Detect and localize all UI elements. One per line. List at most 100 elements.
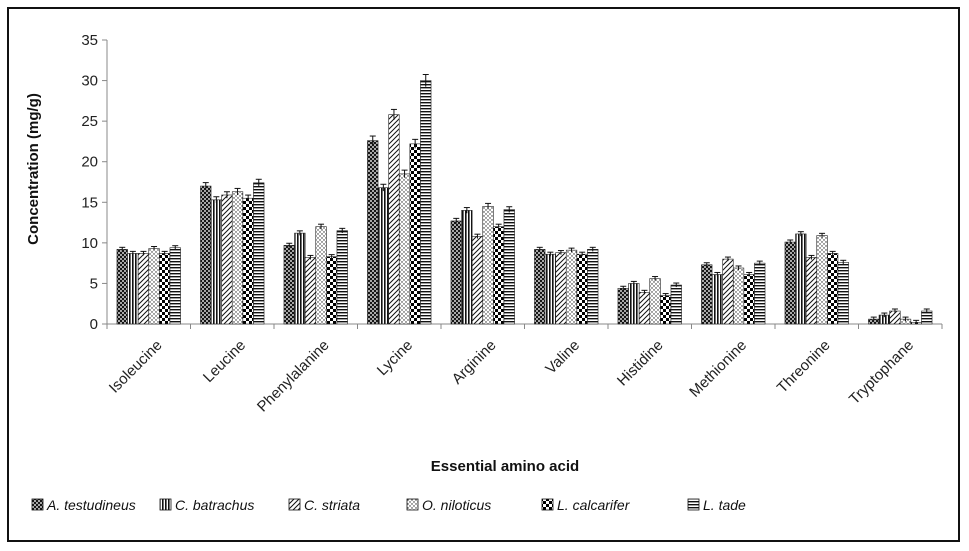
error-bar [318,223,325,230]
x-tick-label-lycine: Lycine [374,337,416,379]
error-bar [557,250,564,255]
bar-threonine-1 [795,233,807,325]
bar-valine-1 [544,253,556,325]
x-tick-label-leucine: Leucine [200,337,249,386]
legend-swatch [687,498,700,511]
bar-threonine-2 [805,257,818,325]
error-bar [652,276,659,281]
error-bar [589,246,596,252]
error-bar [213,196,220,203]
bar-isoleucine-3 [148,248,160,325]
legend-swatch [288,498,301,511]
error-bar [161,250,168,256]
error-bar [735,265,742,271]
error-bar [829,250,836,256]
error-bar [307,254,314,260]
x-tick-label-arginine: Arginine [449,337,500,388]
y-tick-label: 35 [81,32,98,49]
bar-phenylalanine-0 [283,244,295,325]
legend-label: L. calcarifer [557,497,631,513]
error-bar [369,135,376,146]
error-bar [819,232,826,238]
bar-valine-4 [576,253,588,325]
error-bar [536,246,543,252]
legend-label: C. striata [304,497,360,513]
x-tick-label-threonine: Threonine [774,337,834,397]
bar-methionine-1 [711,274,723,325]
legend-swatch [159,498,172,511]
y-tick-label: 20 [81,154,98,171]
error-bar [913,319,920,325]
chart: 0 5 10 15 20 25 30 35 Isoleucine Leucine Phenylal… [25,32,943,513]
bar-valine-5 [587,249,599,325]
bar-threonine-3 [816,235,828,325]
bar-phenylalanine-2 [304,257,317,325]
error-bar [641,289,648,295]
bar-isoleucine-2 [137,253,150,325]
bar-threonine-5 [837,262,849,325]
bar-threonine-0 [784,241,796,325]
error-bar [630,280,637,286]
legend-item: C. batrachus [159,497,254,513]
legend-swatch [406,498,419,511]
x-tick-label-isoleucine: Isoleucine [106,337,166,397]
x-tick-label-methionine: Methionine [686,337,750,401]
error-bar [474,233,481,239]
y-tick-label: 15 [81,194,98,211]
legend-item: L. tade [687,497,746,513]
bar-histidine-4 [660,295,672,325]
error-bar [923,308,930,314]
error-bar [881,312,888,318]
bar-lycine-3 [398,173,411,325]
bar-arginine-3 [482,206,494,325]
error-bar [662,293,669,298]
legend-label: A. testudineus [46,497,136,513]
legend-label: L. tade [703,497,746,513]
error-bar [151,246,158,251]
x-tick-label-phenylalanine: Phenylalanine [254,337,333,416]
error-bar [673,282,680,288]
bar-leucine-4 [242,197,254,325]
bar-phenylalanine-5 [336,230,348,325]
bar-arginine-2 [471,236,484,325]
error-bar [797,231,804,237]
legend-label: C. batrachus [175,497,254,513]
error-bar [339,227,346,234]
error-bar [223,191,230,199]
bar-isoleucine-1 [127,253,139,325]
bar-leucine-5 [253,182,265,325]
y-tick-label: 5 [90,275,98,292]
legend-swatch [31,498,44,511]
x-tick-label-histidine: Histidine [614,337,667,390]
bar-leucine-2 [221,194,233,325]
legend: A. testudineus C. batrachus C. striata O. n… [31,497,746,513]
error-bar [579,251,586,257]
bar-leucine-3 [231,191,244,325]
bar-phenylalanine-3 [315,226,327,325]
bar-valine-0 [534,249,546,325]
bar-leucine-0 [200,185,212,325]
error-bar [453,217,460,224]
y-axis: 0 5 10 15 20 25 30 35 [81,32,108,333]
error-bar [756,260,763,266]
bar-valine-3 [565,249,578,325]
error-bar [808,254,815,260]
legend-item: C. striata [288,497,360,513]
legend-item: A. testudineus [31,497,136,513]
legend-item: O. niloticus [406,497,491,513]
x-axis [106,323,943,329]
bar-leucine-1 [210,199,222,325]
y-axis-title: Concentration (mg/g) [25,93,42,245]
bar-methionine-2 [722,258,734,325]
legend-item: L. calcarifer [541,497,631,513]
error-bar [840,259,847,265]
x-tick-label-valine: Valine [542,337,583,378]
bar-methionine-3 [732,267,745,325]
legend-label: O. niloticus [422,497,491,513]
bar-lycine-1 [377,187,389,325]
error-bar [390,108,397,120]
chart-frame: 0 5 10 15 20 25 30 35 Isoleucine Leucine Phenylal… [7,7,960,542]
error-bar [746,271,753,277]
bar-lycine-2 [388,114,400,325]
error-bar [119,246,126,252]
